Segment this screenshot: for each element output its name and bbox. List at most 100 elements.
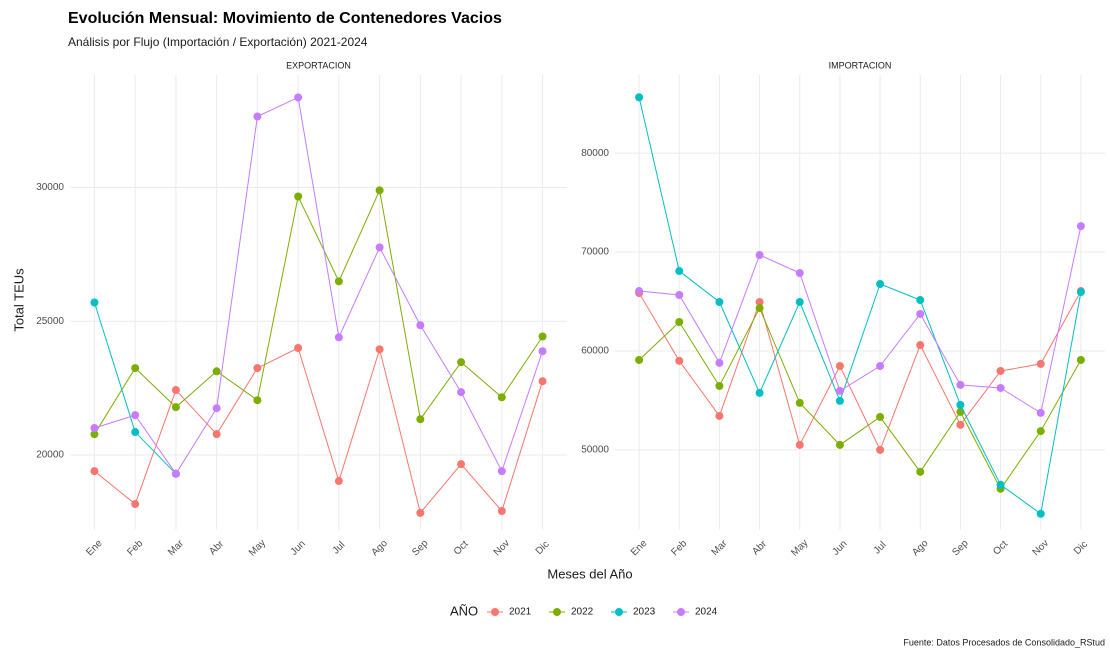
point [916,296,925,305]
point [996,366,1005,375]
point [375,345,384,354]
point [1076,222,1085,231]
chart-subtitle: Análisis por Flujo (Importación / Export… [68,35,368,49]
y-tick-label: 25000 [36,316,64,327]
legend-label: 2023 [633,607,656,618]
point [294,93,303,102]
x-tick-label: Nov [1031,538,1051,558]
point [715,411,724,420]
point [1036,509,1045,518]
x-tick-label: Jul [872,540,889,557]
x-tick-label: Nov [492,538,512,558]
point [956,407,965,416]
facet-label: EXPORTACION [286,60,351,70]
point [635,355,644,364]
x-tick-label: Dic [1072,539,1090,557]
point [253,396,262,405]
point [876,362,885,371]
point [795,440,804,449]
point [457,358,466,367]
facet-label: IMPORTACION [829,60,892,70]
point [90,424,99,433]
point [497,467,506,476]
point [876,412,885,421]
point [956,400,965,409]
x-tick-label: Oct [452,539,471,558]
legend-label: 2021 [509,607,532,618]
x-tick-label: Oct [991,539,1010,558]
chart-title: Evolución Mensual: Movimiento de Contene… [68,10,502,27]
point [171,469,180,478]
point [1076,355,1085,364]
point [956,380,965,389]
point [253,364,262,373]
point [375,186,384,195]
point [90,467,99,476]
x-tick-label: Jun [289,539,308,558]
point [416,415,425,424]
point [212,404,221,413]
point [457,460,466,469]
point [171,386,180,395]
point [253,112,262,121]
y-tick-label: 50000 [581,445,609,456]
point [795,398,804,407]
point [835,362,844,371]
point [956,420,965,429]
point [795,269,804,278]
point [715,298,724,307]
point [334,277,343,286]
point [835,386,844,395]
series-line [638,306,1082,490]
x-tick-label: Dic [534,539,552,557]
x-tick-label: May [789,538,810,559]
point [675,317,684,326]
point [755,388,764,397]
point [835,440,844,449]
y-tick-label: 70000 [581,247,609,258]
y-tick-label: 80000 [581,148,609,159]
x-tick-label: Sep [950,538,971,559]
point [416,321,425,330]
point [538,377,547,386]
point [635,287,644,296]
y-tick-label: 30000 [36,182,64,193]
series-line [94,188,543,435]
x-tick-label: Sep [410,538,431,559]
point [876,280,885,289]
point [755,251,764,260]
point [131,364,140,373]
legend-label: 2024 [695,607,718,618]
x-tick-label: Ene [629,538,650,559]
point [457,388,466,397]
x-tick-label: Jun [830,539,849,558]
point [1036,359,1045,368]
point [416,508,425,517]
point [1036,408,1045,417]
point [996,383,1005,392]
point [497,393,506,402]
point [294,344,303,352]
point [538,347,547,356]
point [212,430,221,439]
y-tick-label: 20000 [36,450,64,461]
x-tick-label: Feb [669,538,689,558]
point [1036,427,1045,436]
caption: Fuente: Datos Procesados de Consolidado_… [903,637,1105,647]
point [90,430,99,439]
point [131,500,140,509]
point [497,506,506,515]
point [635,93,644,102]
x-tick-label: Ene [84,538,105,559]
x-tick-label: Jul [331,540,348,557]
point [675,356,684,365]
x-axis-label: Meses del Año [547,566,632,581]
x-tick-label: Mar [166,538,186,558]
point [538,332,547,341]
point [334,333,343,342]
point [675,290,684,299]
y-axis-label: Total TEUs [11,268,26,332]
series-line [639,226,1082,414]
point [171,403,180,412]
